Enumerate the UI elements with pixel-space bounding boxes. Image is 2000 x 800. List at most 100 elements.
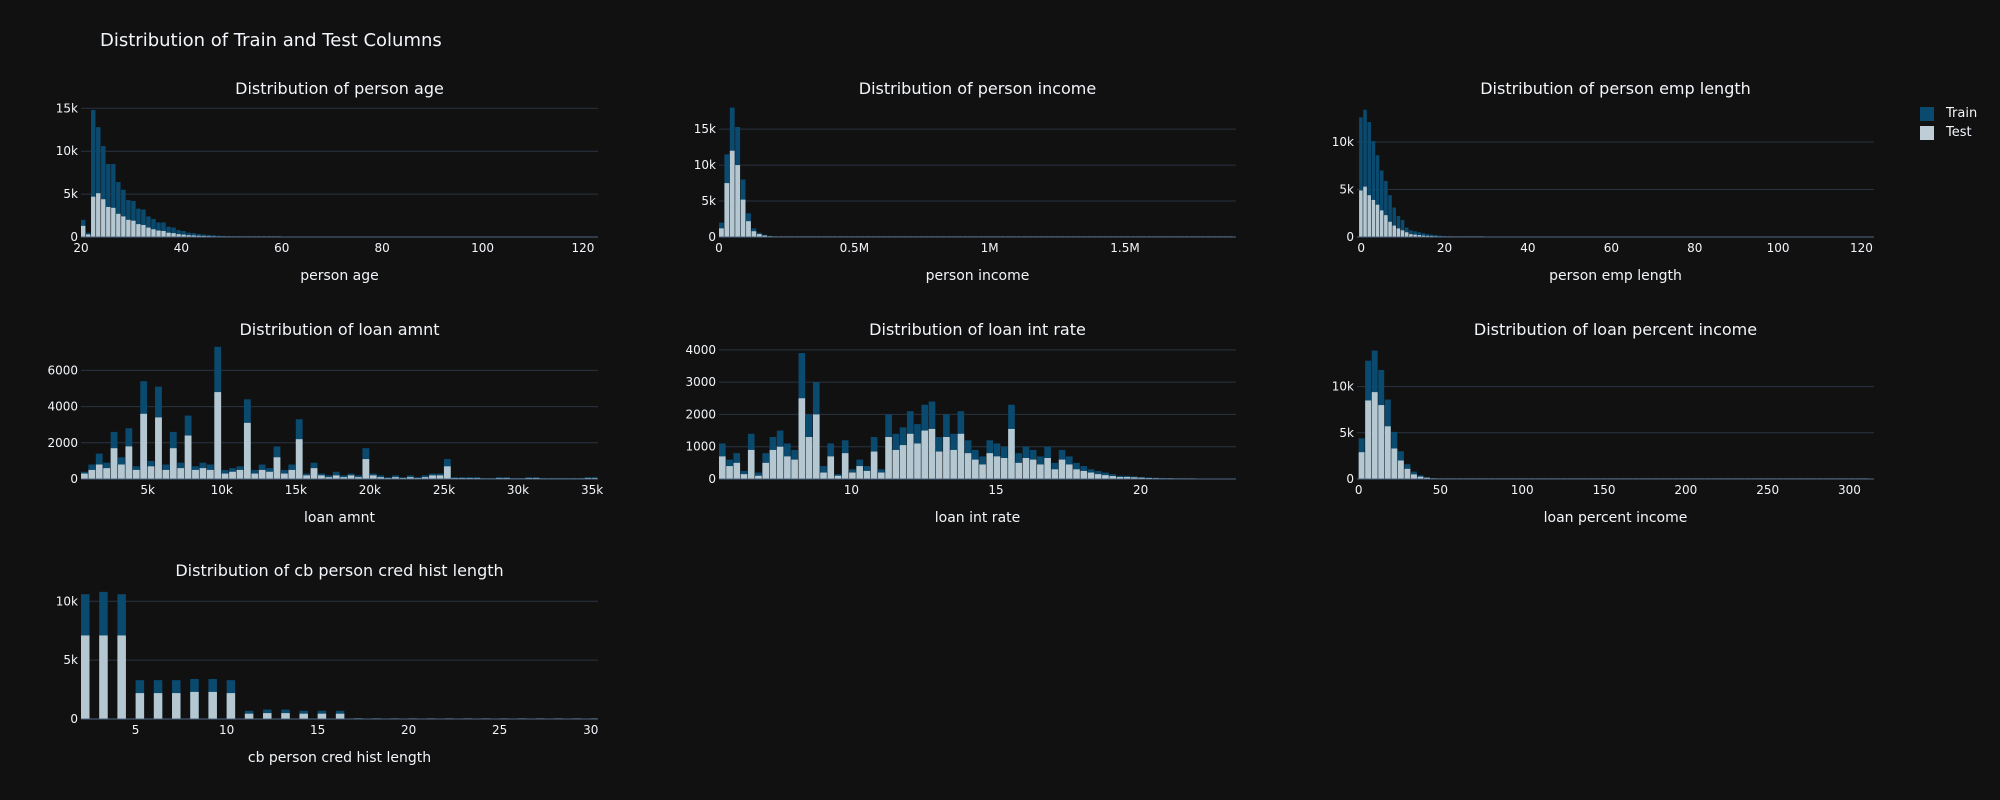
x-tick-label: 35k [581,483,603,497]
test-bar [443,466,451,479]
test-bar [111,207,116,237]
test-bar [827,456,835,479]
test-bar [1022,458,1030,479]
train-bar [156,222,161,237]
test-bar [724,183,730,237]
test-bar [892,449,900,479]
test-bar [784,456,791,479]
test-bar [295,439,303,479]
x-tick-label: 300 [1838,483,1861,497]
test-bar [849,472,856,479]
train-bar [332,471,340,479]
test-bar [281,713,290,719]
test-bar [81,635,90,719]
test-bar [125,446,133,479]
train-bar [206,234,211,237]
subplot-title: Distribution of loan percent income [1474,320,1757,339]
test-bar [155,417,162,479]
subplot-title: Distribution of person age [235,79,444,98]
test-bar [1073,469,1080,479]
legend-item-test[interactable]: Test [1920,123,1977,142]
x-tick-label: 20 [73,241,88,255]
test-bar [729,150,735,237]
test-bar [1037,464,1044,479]
test-bar [369,475,377,479]
test-bar [118,464,125,479]
x-tick-label: 15 [988,483,1003,497]
test-bar [146,227,151,237]
x-tick-label: 150 [1593,483,1616,497]
train-bar [171,227,176,237]
x-tick-label: 40 [1520,241,1535,255]
train-bar [1434,235,1438,237]
test-bar [1388,221,1392,237]
x-tick-label: 20 [1437,241,1452,255]
legend-item-train[interactable]: Train [1920,104,1977,123]
subplot-3: 0 5k 10k 0 20 40 60 80 100 120 Distribution of per… [1332,79,1874,284]
train-bar [1396,216,1401,237]
test-bar [229,471,236,479]
train-bar [1429,234,1434,237]
test-bar [812,414,820,479]
test-bar [762,235,768,237]
y-tick-label: 3000 [685,375,716,389]
test-bar [1413,234,1417,237]
test-bar [1102,475,1109,479]
test-bar [928,428,936,479]
test-bar [263,713,272,719]
test-bar [719,228,724,237]
test-bar [856,466,863,479]
y-tick-label: 0 [708,230,716,244]
test-bar [950,449,957,479]
test-bar [103,468,111,479]
y-tick-label: 15k [56,101,78,115]
train-bar [136,208,141,237]
test-bar [762,462,770,479]
test-bar [171,233,176,237]
test-bar [921,430,929,479]
test-bar [310,468,318,479]
test-bar [266,471,273,479]
test-bar [943,437,950,479]
test-bar [798,398,806,479]
test-bar [169,448,177,479]
train-bar [186,232,191,237]
legend-label-test: Test [1946,125,1972,140]
test-bar [121,216,126,237]
test-bar [347,475,355,479]
test-bar [172,693,181,719]
test-bar [914,443,921,479]
test-bar [1367,195,1371,237]
test-bar [769,449,777,479]
y-tick-label: 10k [1332,380,1354,394]
test-bar [906,433,914,479]
test-bar [1384,215,1388,237]
x-tick-label: 80 [1687,241,1702,255]
x-tick-label: 60 [274,241,289,255]
subplot-4: 0 2000 4000 6000 5k 10k 15k 20k 25k 30k 35k Distrib… [47,320,603,526]
test-bar [362,459,370,479]
train-bar [1375,155,1380,237]
y-tick-label: 5k [701,194,716,208]
y-tick-label: 5k [63,653,78,667]
train-bar [96,127,101,237]
x-tick-label: 40 [174,241,189,255]
test-bar [214,392,222,479]
test-bar [1371,392,1378,479]
test-bar [86,234,91,237]
x-tick-label: 20 [401,723,416,737]
train-bar [141,209,146,237]
test-bar [81,473,88,479]
subplot-title: Distribution of loan amnt [239,320,439,339]
train-bar [1425,234,1430,237]
test-bar [1358,452,1365,479]
legend[interactable]: Train Test [1920,104,1977,142]
train-bar [1388,195,1392,237]
train-bar [1367,122,1371,237]
test-bar [751,231,757,237]
test-bar [935,451,943,479]
test-bar [436,475,444,479]
x-tick-label: 100 [1511,483,1534,497]
train-bar [101,146,106,237]
